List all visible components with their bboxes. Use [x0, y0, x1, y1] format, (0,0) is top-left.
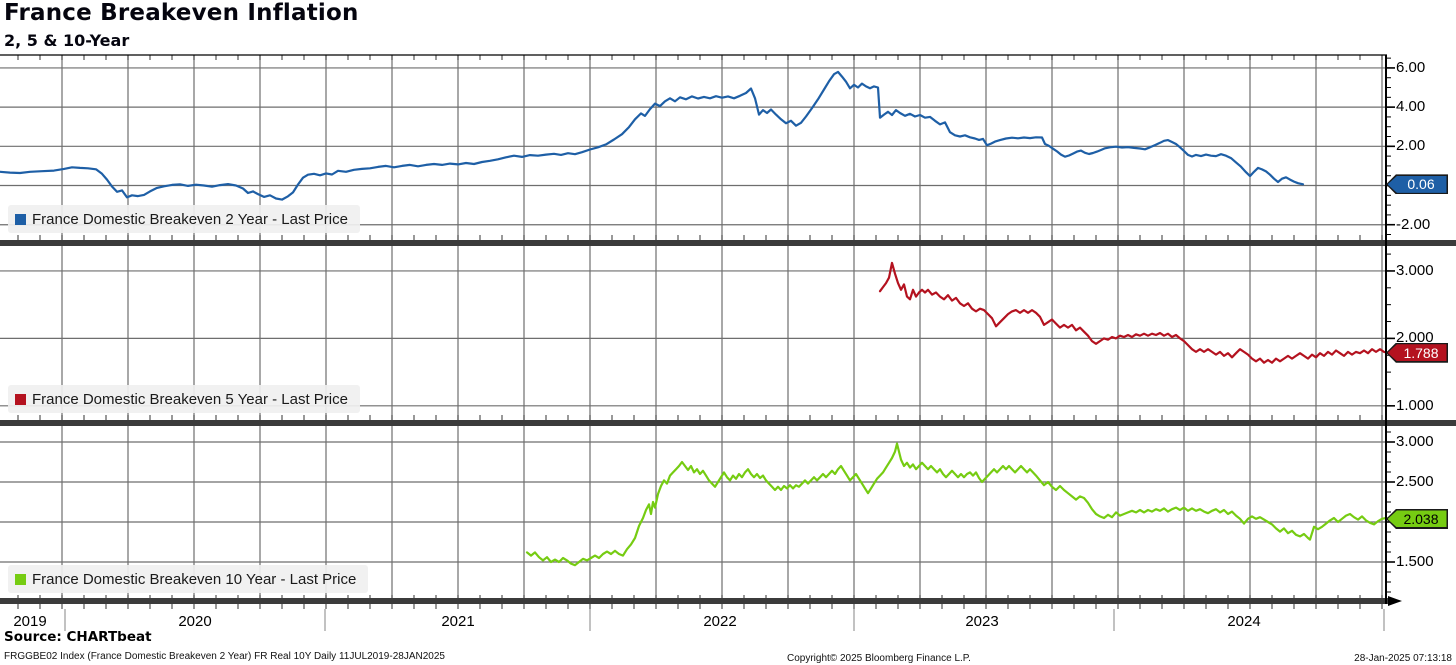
x-axis-year-2024: 2024: [1227, 613, 1261, 630]
page-title: France Breakeven Inflation: [4, 0, 359, 26]
y-axis-label: 2.500: [1396, 473, 1434, 490]
y-axis-label: 2.000: [1396, 329, 1434, 347]
ticker-description: FRGGBE02 Index (France Domestic Breakeve…: [4, 651, 445, 662]
series-line-5year: [878, 261, 1390, 364]
last-price-value-5year: 1.788: [1387, 344, 1447, 362]
last-price-badge-5year: 1.788: [1386, 342, 1448, 363]
gridlines-group: [0, 55, 1385, 600]
panel-separator: [0, 420, 1456, 426]
legend-label-10year: France Domestic Breakeven 10 Year - Last…: [32, 570, 357, 588]
last-price-badge-10year: 2.038: [1386, 508, 1448, 529]
ticks-group: [17, 55, 1395, 631]
y-axis-label: 1.000: [1396, 396, 1434, 414]
y-axis-label: 3.000: [1396, 433, 1434, 450]
legend-5year: France Domestic Breakeven 5 Year - Last …: [8, 385, 360, 413]
x-axis-year-2022: 2022: [703, 613, 737, 630]
legend-label-2year: France Domestic Breakeven 2 Year - Last …: [32, 210, 348, 228]
copyright-label: Copyright© 2025 Bloomberg Finance L.P.: [787, 653, 971, 664]
legend-2year: France Domestic Breakeven 2 Year - Last …: [8, 205, 360, 233]
series-line-2year: [0, 70, 1305, 201]
source-label: Source: CHARTbeat: [4, 629, 152, 645]
legend-10year: France Domestic Breakeven 10 Year - Last…: [8, 565, 369, 593]
x-axis-arrow-icon: [1388, 596, 1402, 606]
legend-label-5year: France Domestic Breakeven 5 Year - Last …: [32, 390, 348, 408]
right-axis-line: [1385, 55, 1387, 604]
series-line-10year: [525, 442, 1391, 567]
x-axis-year-2020: 2020: [178, 613, 212, 630]
last-price-value-10year: 2.038: [1387, 510, 1447, 528]
y-axis-label: 1.500: [1396, 553, 1434, 570]
y-axis-label: -2.00: [1396, 215, 1431, 233]
legend-swatch-10year-icon: [15, 573, 26, 585]
page-subtitle: 2, 5 & 10-Year: [4, 31, 130, 50]
x-axis-year-2021: 2021: [441, 613, 475, 630]
panel-separator: [0, 240, 1456, 246]
y-axis-label: 3.000: [1396, 261, 1434, 279]
y-axis-label: 6.00: [1396, 58, 1426, 76]
axis-group: [0, 54, 1456, 606]
timestamp-label: 28-Jan-2025 07:13:18: [1354, 653, 1452, 664]
legend-swatch-5year-icon: [15, 393, 26, 405]
legend-swatch-2year-icon: [15, 213, 26, 225]
last-price-value-2year: 0.06: [1387, 175, 1447, 193]
x-axis-year-2019: 2019: [13, 613, 47, 630]
y-axis-label: 4.00: [1396, 98, 1426, 116]
y-axis-label: 2.00: [1396, 137, 1426, 155]
x-axis-year-2023: 2023: [965, 613, 999, 630]
last-price-badge-2year: 0.06: [1386, 174, 1448, 195]
x-axis-bar: [0, 598, 1388, 604]
series-group: [0, 70, 1391, 567]
